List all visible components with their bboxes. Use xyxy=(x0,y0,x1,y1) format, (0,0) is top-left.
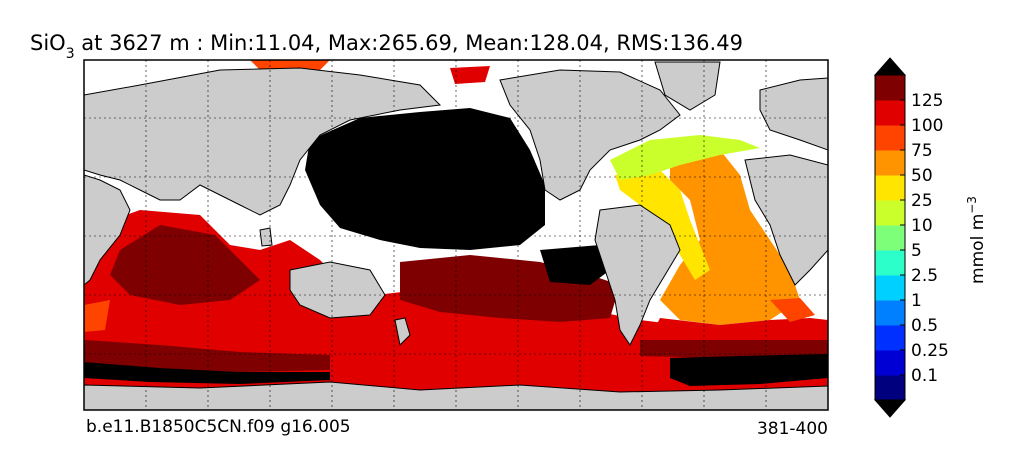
weddell-black xyxy=(670,354,828,386)
map-frame xyxy=(83,59,829,411)
antarctic-black-west xyxy=(84,362,330,384)
colorbar-segment xyxy=(875,200,905,226)
colorbar-tick-label: 125 xyxy=(911,91,943,111)
atlantic-south-orange xyxy=(770,298,815,322)
pacific-black-east xyxy=(540,245,610,285)
north-pacific-black xyxy=(305,108,545,250)
colorbar-segment xyxy=(875,175,905,201)
colorbar-extend-high xyxy=(873,57,907,76)
colorbar-segment xyxy=(875,150,905,176)
atlantic-orange xyxy=(660,150,800,325)
colorbar-tick-label: 5 xyxy=(911,241,922,261)
colorbar-segment xyxy=(875,325,905,351)
colorbar-tick-label: 0.25 xyxy=(911,341,949,361)
colorbar-tick-label: 1 xyxy=(911,291,922,311)
colorbar-tick-label: 10 xyxy=(911,216,933,236)
south-pacific-east xyxy=(500,320,640,380)
land-africa-east xyxy=(744,154,828,286)
colorbar-segment xyxy=(875,225,905,251)
land-eurasia xyxy=(84,67,442,216)
antarctic-dark-band xyxy=(84,340,330,372)
colorbar-unit-label: mmol m−3 xyxy=(965,196,988,284)
land-europe-east xyxy=(759,77,828,151)
colorbar-segment xyxy=(875,275,905,301)
colorbar: 0.1 0.25 0.5 1 2.5 5 10 25 50 75 100 125 xyxy=(873,57,949,418)
land-africa xyxy=(84,174,131,286)
colorbar-tick-label: 100 xyxy=(911,116,943,136)
indian-west-orange xyxy=(84,300,110,332)
graticule xyxy=(84,60,828,410)
indian-ocean-core xyxy=(110,225,260,305)
figure-title: SiO3 at 3627 m : Min:11.04, Max:265.69, … xyxy=(30,31,743,62)
ocean-map xyxy=(84,60,828,410)
land-greenland xyxy=(654,61,721,111)
land-new-zealand xyxy=(394,317,411,347)
colorbar-frame xyxy=(874,74,906,401)
atlantic-red-south xyxy=(650,318,828,340)
colorbar-segment xyxy=(875,100,905,126)
land-north-america xyxy=(499,69,681,201)
colorbar-segment xyxy=(875,350,905,376)
land-south-america xyxy=(594,204,681,346)
years-label: 381-400 xyxy=(757,419,828,439)
colorbar-tick-label: 25 xyxy=(911,191,933,211)
land-australia xyxy=(289,261,386,319)
colorbar-segment xyxy=(875,250,905,276)
arctic-red xyxy=(450,66,490,84)
colorbar-segment xyxy=(875,300,905,326)
colorbar-tick-label: 2.5 xyxy=(911,266,938,286)
atlantic-lime xyxy=(610,135,760,180)
colorbar-extend-low xyxy=(873,399,907,418)
colorbar-tick-label: 75 xyxy=(911,141,933,161)
colorbar-segment xyxy=(875,375,905,401)
antarctic-dark-band-east xyxy=(640,340,828,358)
case-name-label: b.e11.B1850C5CN.f09 g16.005 xyxy=(86,417,351,437)
colorbar-segment xyxy=(875,125,905,151)
colorbar-tick-label: 0.1 xyxy=(911,366,938,386)
colorbar-tick-label: 0.5 xyxy=(911,316,938,336)
colorbar-segment xyxy=(875,75,905,101)
arctic-orange xyxy=(250,60,330,70)
land-island-1 xyxy=(259,227,273,247)
colorbar-tick-label: 50 xyxy=(911,166,933,186)
